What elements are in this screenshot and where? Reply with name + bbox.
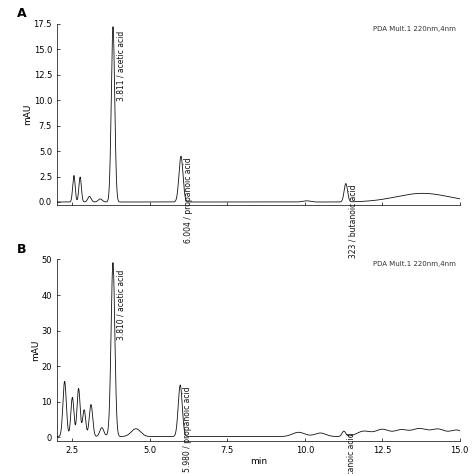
Text: A: A	[17, 7, 26, 20]
Y-axis label: mAU: mAU	[23, 104, 32, 125]
Text: PDA Mult.1 220nm,4nm: PDA Mult.1 220nm,4nm	[373, 26, 456, 31]
Text: B: B	[17, 243, 26, 256]
Text: 11.323 / butanoic acid: 11.323 / butanoic acid	[349, 184, 358, 270]
Text: 3.810 / acetic acid: 3.810 / acetic acid	[116, 270, 125, 340]
Text: 5.980 / propanoic acid: 5.980 / propanoic acid	[183, 387, 192, 473]
Text: 11.259 / butanoic acid: 11.259 / butanoic acid	[347, 432, 356, 474]
Text: 6.004 / propanoic acid: 6.004 / propanoic acid	[184, 157, 193, 243]
Y-axis label: mAU: mAU	[31, 339, 40, 361]
X-axis label: min: min	[250, 457, 267, 466]
Text: 3.811 / acetic acid: 3.811 / acetic acid	[116, 30, 125, 100]
Text: PDA Mult.1 220nm,4nm: PDA Mult.1 220nm,4nm	[373, 261, 456, 267]
